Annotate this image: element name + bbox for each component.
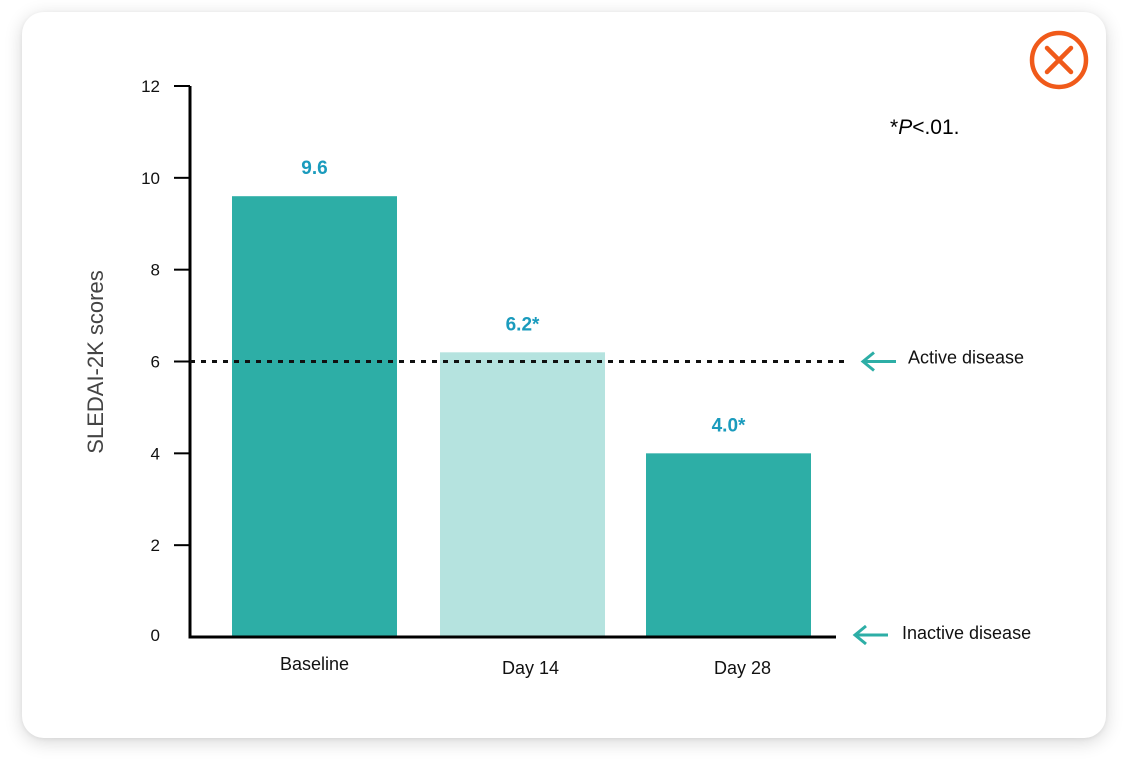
y-tick-label: 12 xyxy=(141,77,160,96)
bar xyxy=(646,453,811,637)
y-tick-label: 0 xyxy=(151,626,160,645)
y-tick-label: 8 xyxy=(151,261,160,280)
reference-label: Inactive disease xyxy=(902,623,1031,643)
x-tick-label: Day 28 xyxy=(714,658,771,678)
y-tick-label: 10 xyxy=(141,169,160,188)
footnote-suffix: <.01. xyxy=(912,116,960,139)
footnote-prefix: * xyxy=(890,116,899,139)
footnote-italic: P xyxy=(898,116,913,139)
bar-value-label: 9.6 xyxy=(301,158,327,179)
arrow-icon xyxy=(860,351,875,372)
x-tick-label: Day 14 xyxy=(502,658,559,678)
close-button[interactable] xyxy=(1028,29,1090,91)
bar-value-label: 4.0* xyxy=(712,415,746,436)
reference-label: Active disease xyxy=(908,348,1024,368)
bar-value-label: 6.2* xyxy=(506,314,540,335)
y-axis-label: SLEDAI-2K scores xyxy=(83,270,108,453)
y-tick-label: 2 xyxy=(151,536,160,555)
arrow-icon xyxy=(852,624,867,646)
bar xyxy=(232,196,397,637)
footnote: *P<.01. xyxy=(890,116,960,140)
y-tick-label: 4 xyxy=(151,444,160,463)
close-icon xyxy=(1029,30,1089,90)
x-tick-label: Baseline xyxy=(280,654,349,674)
bar xyxy=(440,352,605,637)
y-tick-label: 6 xyxy=(151,353,160,372)
